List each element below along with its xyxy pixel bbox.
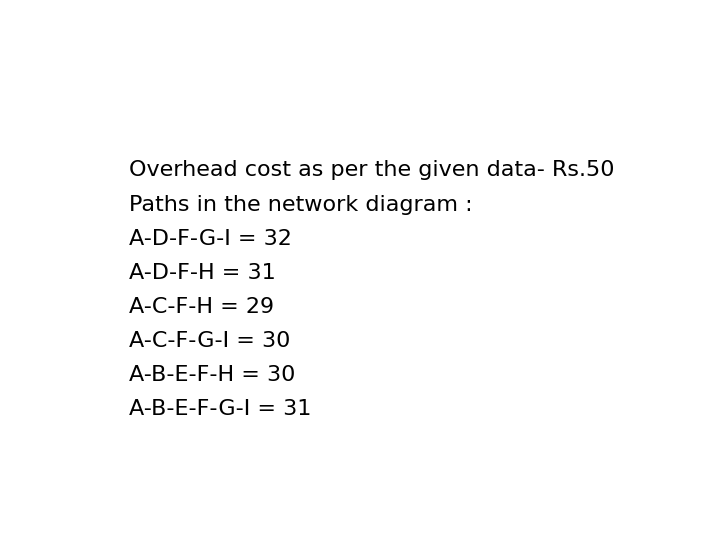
Text: Paths in the network diagram :: Paths in the network diagram :: [129, 194, 473, 214]
Text: A-D-F-G-I = 32: A-D-F-G-I = 32: [129, 228, 292, 248]
Text: Overhead cost as per the given data- Rs.50: Overhead cost as per the given data- Rs.…: [129, 160, 615, 180]
Text: A-C-F-G-I = 30: A-C-F-G-I = 30: [129, 331, 290, 351]
Text: A-B-E-F-H = 30: A-B-E-F-H = 30: [129, 365, 295, 385]
Text: A-B-E-F-G-I = 31: A-B-E-F-G-I = 31: [129, 399, 312, 419]
Text: A-D-F-H = 31: A-D-F-H = 31: [129, 263, 276, 283]
Text: A-C-F-H = 29: A-C-F-H = 29: [129, 297, 274, 317]
